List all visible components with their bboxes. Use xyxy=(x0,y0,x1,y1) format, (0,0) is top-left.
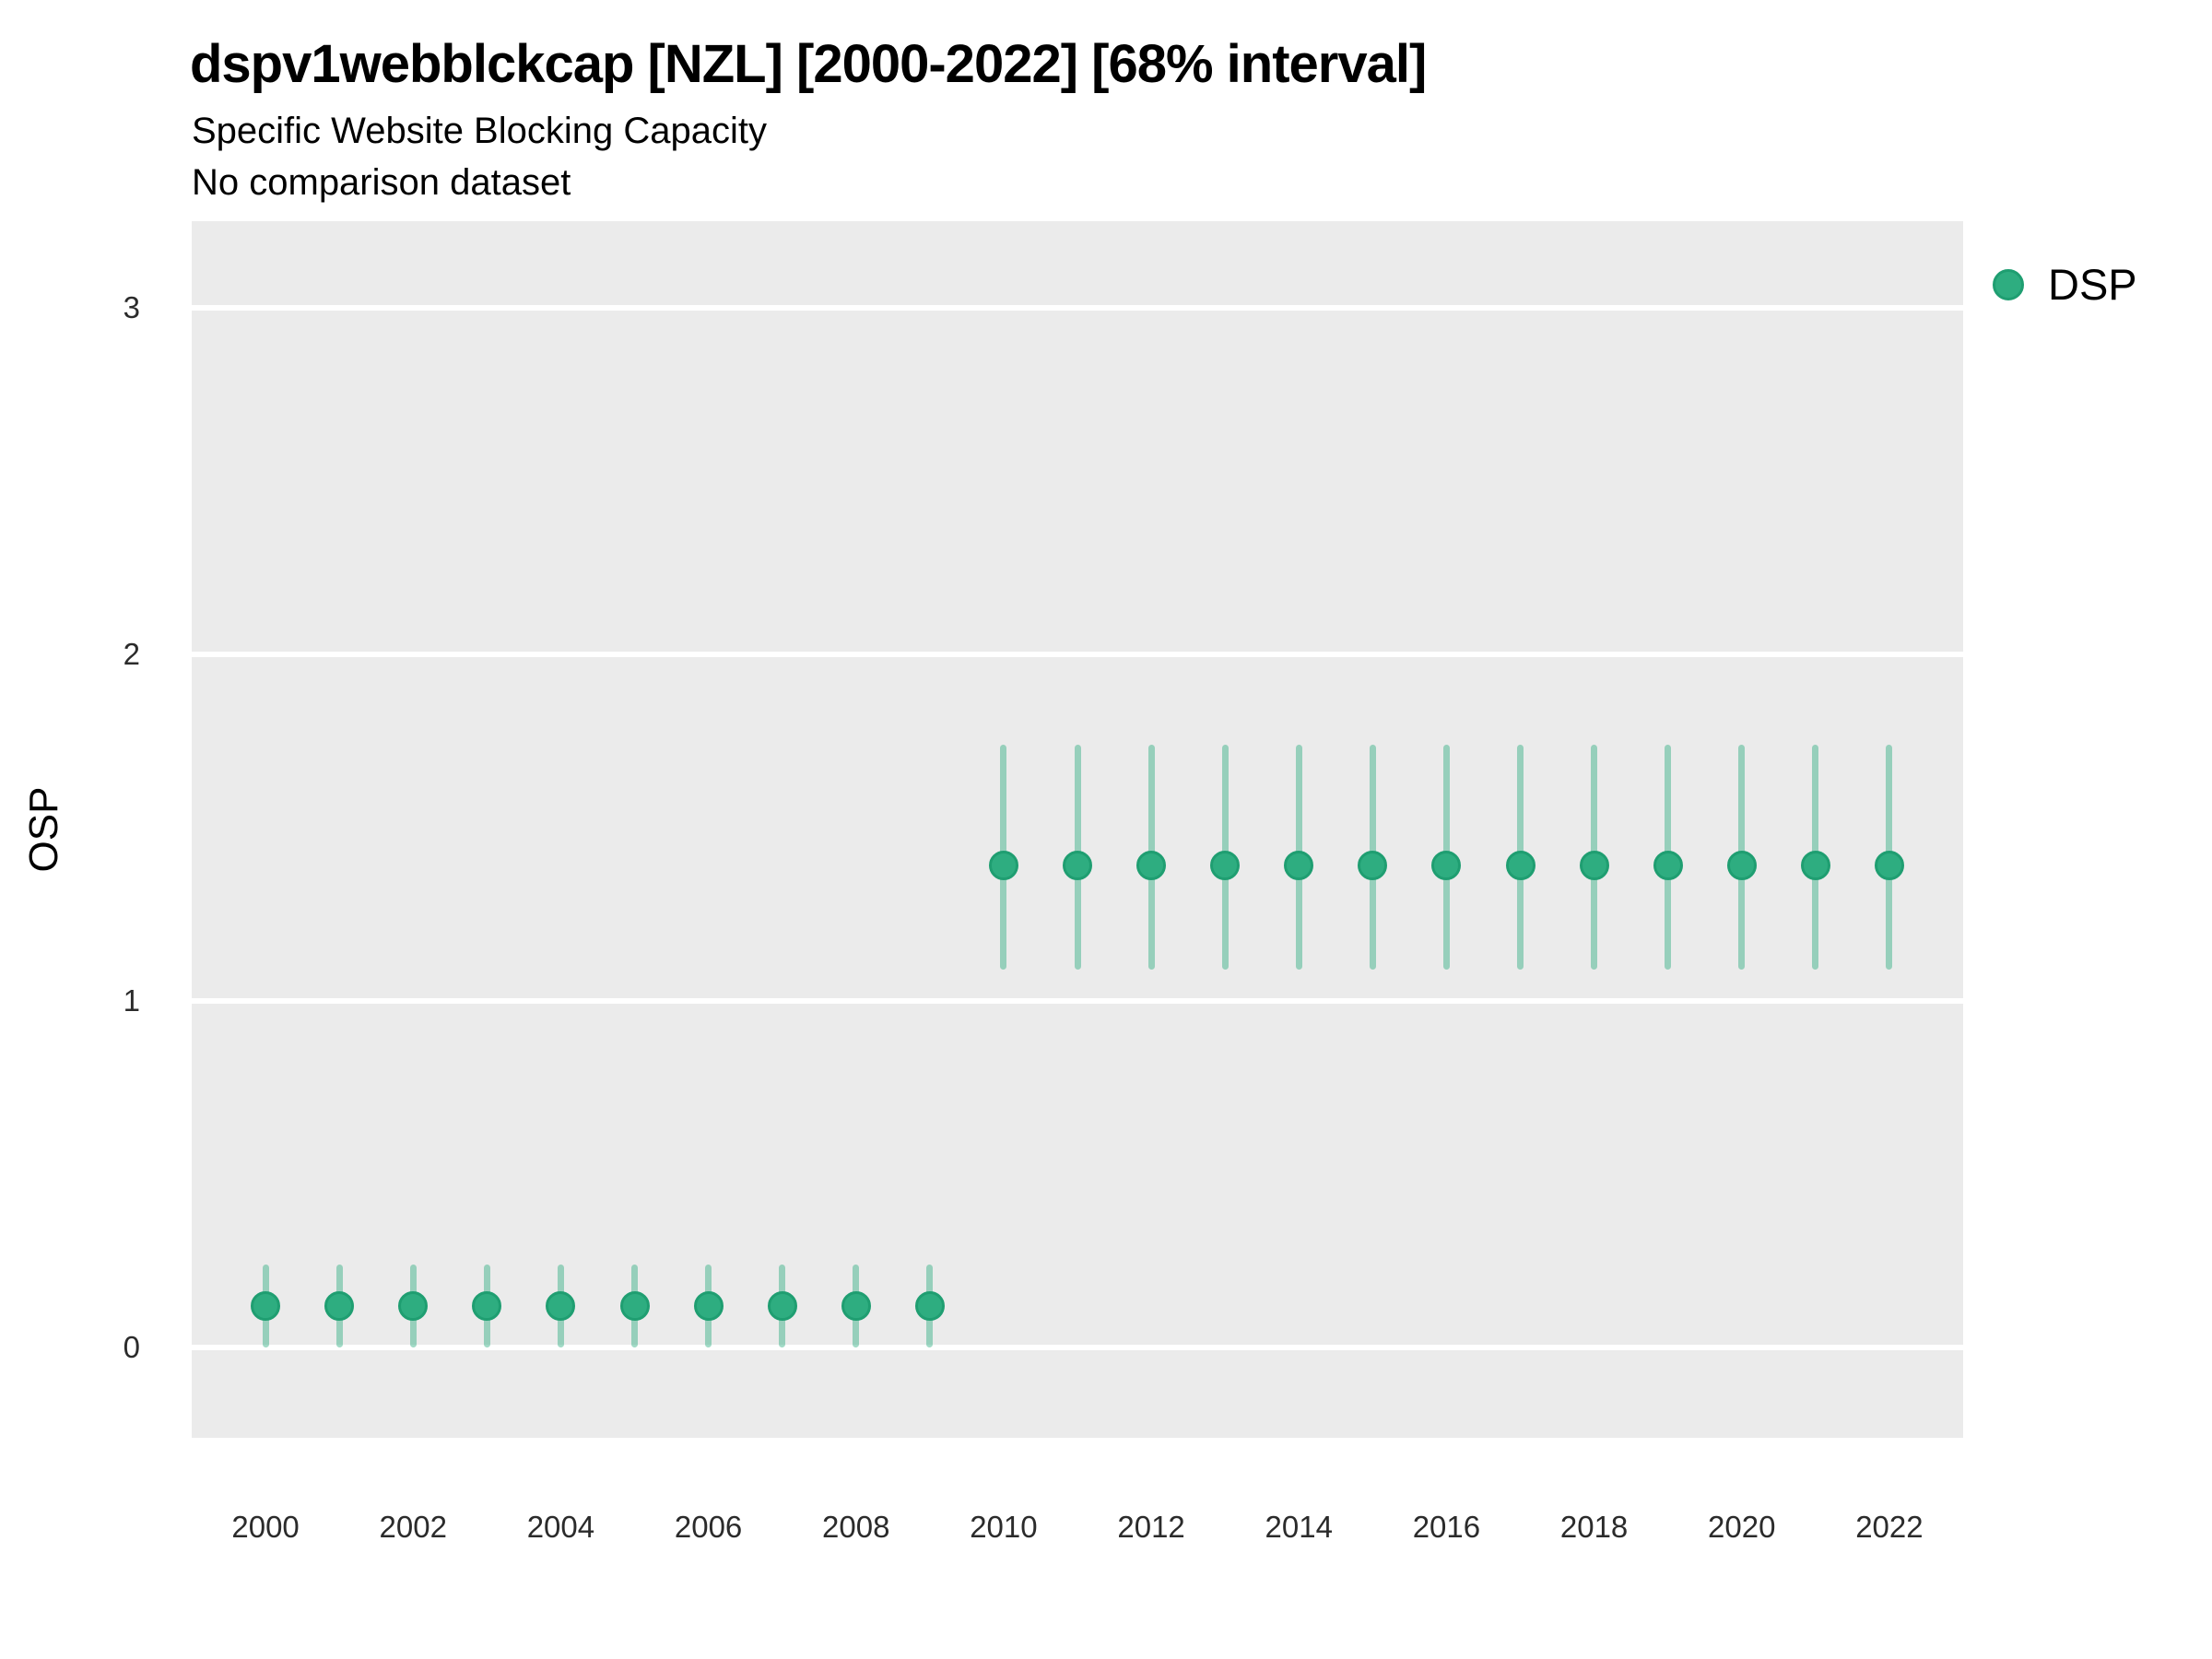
data-point-2015 xyxy=(1358,851,1388,881)
gridline-y-1 xyxy=(192,998,1963,1005)
x-tick-label-2000: 2000 xyxy=(231,1510,300,1544)
data-point-2010 xyxy=(988,851,1018,881)
data-point-2016 xyxy=(1431,851,1462,881)
chart-subtitle: Specific Website Blocking Capacity xyxy=(192,111,767,151)
x-tick-label-2016: 2016 xyxy=(1412,1510,1481,1544)
plot-panel xyxy=(192,221,1963,1438)
data-point-2022 xyxy=(1874,851,1904,881)
gridline-y-0 xyxy=(192,1345,1963,1351)
legend-label: DSP xyxy=(2048,260,2137,309)
data-point-2019 xyxy=(1653,851,1683,881)
data-point-2000 xyxy=(251,1291,281,1322)
data-point-2001 xyxy=(324,1291,355,1322)
data-point-2009 xyxy=(914,1291,945,1322)
legend-marker-circle-icon xyxy=(1993,268,2024,300)
gridline-y-3 xyxy=(192,305,1963,312)
data-point-2014 xyxy=(1284,851,1314,881)
data-point-2002 xyxy=(398,1291,429,1322)
data-point-2007 xyxy=(767,1291,797,1322)
data-point-2021 xyxy=(1800,851,1830,881)
x-tick-label-2010: 2010 xyxy=(970,1510,1038,1544)
data-point-2004 xyxy=(546,1291,576,1322)
y-tick-label-0: 0 xyxy=(123,1330,140,1365)
data-point-2006 xyxy=(693,1291,724,1322)
y-tick-label-2: 2 xyxy=(123,637,140,672)
data-point-2005 xyxy=(619,1291,650,1322)
x-tick-label-2014: 2014 xyxy=(1265,1510,1333,1544)
chart-note: No comparison dataset xyxy=(192,162,571,203)
data-point-2012 xyxy=(1136,851,1167,881)
gridline-y-2 xyxy=(192,652,1963,658)
data-point-2008 xyxy=(841,1291,871,1322)
x-tick-label-2012: 2012 xyxy=(1117,1510,1185,1544)
x-tick-label-2020: 2020 xyxy=(1708,1510,1776,1544)
y-tick-label-3: 3 xyxy=(123,290,140,325)
x-tick-label-2022: 2022 xyxy=(1855,1510,1924,1544)
x-tick-label-2008: 2008 xyxy=(822,1510,890,1544)
x-tick-label-2004: 2004 xyxy=(526,1510,595,1544)
data-point-2020 xyxy=(1726,851,1757,881)
legend: DSP xyxy=(1993,259,2137,310)
data-point-2018 xyxy=(1579,851,1609,881)
data-point-2013 xyxy=(1210,851,1241,881)
x-tick-label-2018: 2018 xyxy=(1559,1510,1629,1544)
x-tick-label-2006: 2006 xyxy=(674,1510,743,1544)
y-axis-title: OSP xyxy=(21,786,66,873)
data-point-2017 xyxy=(1505,851,1535,881)
data-point-2011 xyxy=(1063,851,1092,881)
y-tick-label-1: 1 xyxy=(123,983,140,1018)
chart-title: dspv1webblckcap [NZL] [2000-2022] [68% i… xyxy=(190,34,1427,94)
x-tick-label-2002: 2002 xyxy=(379,1510,447,1544)
data-point-2003 xyxy=(472,1291,502,1322)
